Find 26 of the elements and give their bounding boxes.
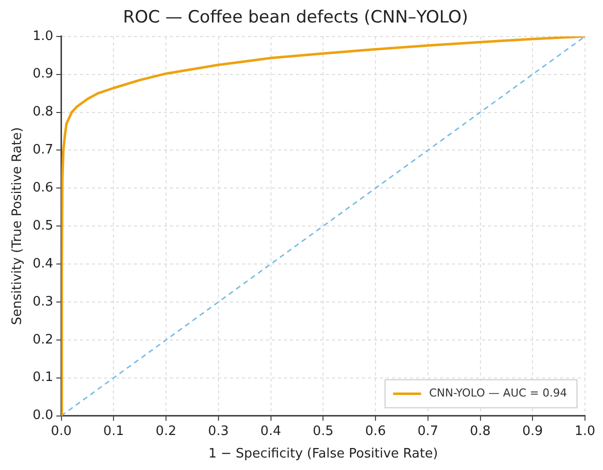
x-tick-label: 0.3	[208, 424, 229, 439]
y-tick-label: 0.0	[32, 408, 54, 424]
y-tick-label: 0.5	[32, 218, 54, 234]
y-tick-label: 0.8	[32, 104, 54, 120]
x-axis-title: 1 − Specificity (False Positive Rate)	[208, 446, 438, 462]
x-tick-label: 0.6	[365, 424, 386, 439]
chart-title: ROC — Coffee bean defects (CNN–YOLO)	[122, 8, 468, 28]
y-tick-label: 0.4	[32, 256, 54, 272]
x-tick-label: 0.4	[260, 424, 282, 439]
legend-label: CNN-YOLO — AUC = 0.94	[429, 386, 568, 400]
x-tick-label: 0.1	[103, 424, 124, 439]
y-tick-label: 0.3	[32, 294, 54, 310]
x-tick-label: 1.0	[574, 424, 596, 439]
y-tick-label: 1.0	[32, 28, 54, 44]
y-tick-label: 0.6	[32, 180, 54, 196]
x-tick-label: 0.7	[418, 424, 438, 439]
x-tick-label: 0.9	[522, 424, 543, 439]
y-tick-label: 0.9	[32, 66, 54, 82]
y-tick-label: 0.2	[32, 332, 54, 348]
x-tick-label: 0.8	[470, 424, 491, 439]
x-tick-label: 0.2	[156, 424, 176, 439]
y-axis-title: Sensitivity (True Positive Rate)	[10, 127, 26, 325]
x-tick-label: 0.0	[50, 424, 72, 439]
y-tick-label: 0.1	[32, 370, 54, 386]
x-tick-label: 0.5	[312, 424, 334, 439]
y-tick-label: 0.7	[32, 142, 54, 158]
